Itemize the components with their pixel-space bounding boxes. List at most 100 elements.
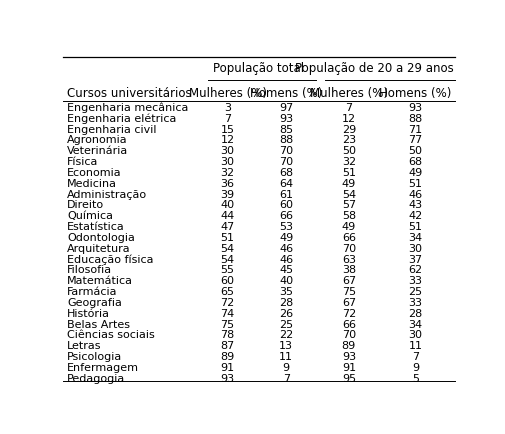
Text: Odontologia: Odontologia	[67, 233, 135, 243]
Text: 51: 51	[409, 179, 422, 189]
Text: 68: 68	[409, 157, 422, 167]
Text: 89: 89	[342, 341, 356, 351]
Text: 91: 91	[221, 363, 234, 373]
Text: 64: 64	[279, 179, 293, 189]
Text: 67: 67	[342, 298, 356, 308]
Text: 25: 25	[409, 287, 422, 297]
Text: 40: 40	[221, 201, 234, 210]
Text: 67: 67	[342, 276, 356, 286]
Text: 60: 60	[221, 276, 234, 286]
Text: 95: 95	[342, 374, 356, 384]
Text: Mulheres (%): Mulheres (%)	[310, 87, 388, 100]
Text: Enfermagem: Enfermagem	[67, 363, 139, 373]
Text: 63: 63	[342, 255, 356, 265]
Text: Pedagogia: Pedagogia	[67, 374, 125, 384]
Text: 30: 30	[409, 330, 422, 340]
Text: Administração: Administração	[67, 190, 147, 200]
Text: 93: 93	[279, 114, 293, 124]
Text: 60: 60	[279, 201, 293, 210]
Text: População total: População total	[213, 62, 305, 75]
Text: 93: 93	[342, 352, 356, 362]
Text: 32: 32	[221, 168, 234, 178]
Text: Educação física: Educação física	[67, 255, 154, 265]
Text: Direito: Direito	[67, 201, 104, 210]
Text: 34: 34	[409, 319, 422, 329]
Text: Química: Química	[67, 211, 113, 221]
Text: Homens (%): Homens (%)	[250, 87, 322, 100]
Text: 74: 74	[220, 309, 235, 319]
Text: 7: 7	[224, 114, 231, 124]
Text: 78: 78	[220, 330, 235, 340]
Text: 70: 70	[279, 157, 293, 167]
Text: 70: 70	[279, 146, 293, 156]
Text: 61: 61	[279, 190, 293, 200]
Text: Geografia: Geografia	[67, 298, 122, 308]
Text: 25: 25	[279, 319, 293, 329]
Text: 58: 58	[342, 211, 356, 221]
Text: Ciências sociais: Ciências sociais	[67, 330, 155, 340]
Text: 22: 22	[279, 330, 293, 340]
Text: 26: 26	[279, 309, 293, 319]
Text: 46: 46	[279, 255, 293, 265]
Text: 3: 3	[224, 103, 231, 113]
Text: 33: 33	[409, 298, 422, 308]
Text: 85: 85	[279, 125, 293, 135]
Text: 44: 44	[220, 211, 235, 221]
Text: Engenharia mecânica: Engenharia mecânica	[67, 103, 188, 113]
Text: Psicologia: Psicologia	[67, 352, 122, 362]
Text: 23: 23	[342, 135, 356, 145]
Text: 70: 70	[342, 330, 356, 340]
Text: 43: 43	[409, 201, 422, 210]
Text: 12: 12	[221, 135, 234, 145]
Text: 36: 36	[221, 179, 234, 189]
Text: 49: 49	[342, 179, 356, 189]
Text: 32: 32	[342, 157, 356, 167]
Text: 62: 62	[409, 266, 422, 276]
Text: 89: 89	[220, 352, 235, 362]
Text: 7: 7	[345, 103, 352, 113]
Text: 70: 70	[342, 244, 356, 254]
Text: 66: 66	[342, 319, 356, 329]
Text: 54: 54	[221, 255, 234, 265]
Text: 30: 30	[221, 157, 234, 167]
Text: 7: 7	[283, 374, 290, 384]
Text: 93: 93	[221, 374, 234, 384]
Text: Mulheres (%): Mulheres (%)	[188, 87, 267, 100]
Text: 66: 66	[342, 233, 356, 243]
Text: Filosofia: Filosofia	[67, 266, 112, 276]
Text: 7: 7	[412, 352, 419, 362]
Text: 49: 49	[279, 233, 293, 243]
Text: 11: 11	[409, 341, 422, 351]
Text: População de 20 a 29 anos: População de 20 a 29 anos	[295, 62, 453, 75]
Text: 66: 66	[279, 211, 293, 221]
Text: 13: 13	[279, 341, 293, 351]
Text: 38: 38	[342, 266, 356, 276]
Text: Engenharia civil: Engenharia civil	[67, 125, 157, 135]
Text: Farmácia: Farmácia	[67, 287, 118, 297]
Text: 11: 11	[279, 352, 293, 362]
Text: Estatística: Estatística	[67, 222, 125, 232]
Text: 49: 49	[408, 168, 423, 178]
Text: 40: 40	[279, 276, 293, 286]
Text: 29: 29	[342, 125, 356, 135]
Text: 47: 47	[220, 222, 235, 232]
Text: 51: 51	[221, 233, 234, 243]
Text: História: História	[67, 309, 110, 319]
Text: 97: 97	[279, 103, 293, 113]
Text: 37: 37	[409, 255, 422, 265]
Text: 28: 28	[279, 298, 293, 308]
Text: 87: 87	[220, 341, 235, 351]
Text: 68: 68	[279, 168, 293, 178]
Text: 49: 49	[342, 222, 356, 232]
Text: 46: 46	[409, 190, 422, 200]
Text: 54: 54	[342, 190, 356, 200]
Text: 5: 5	[412, 374, 419, 384]
Text: Belas Artes: Belas Artes	[67, 319, 130, 329]
Text: 30: 30	[409, 244, 422, 254]
Text: 65: 65	[221, 287, 234, 297]
Text: Homens (%): Homens (%)	[379, 87, 451, 100]
Text: 50: 50	[342, 146, 356, 156]
Text: 75: 75	[221, 319, 234, 329]
Text: 54: 54	[221, 244, 234, 254]
Text: Cursos universitários: Cursos universitários	[67, 87, 192, 100]
